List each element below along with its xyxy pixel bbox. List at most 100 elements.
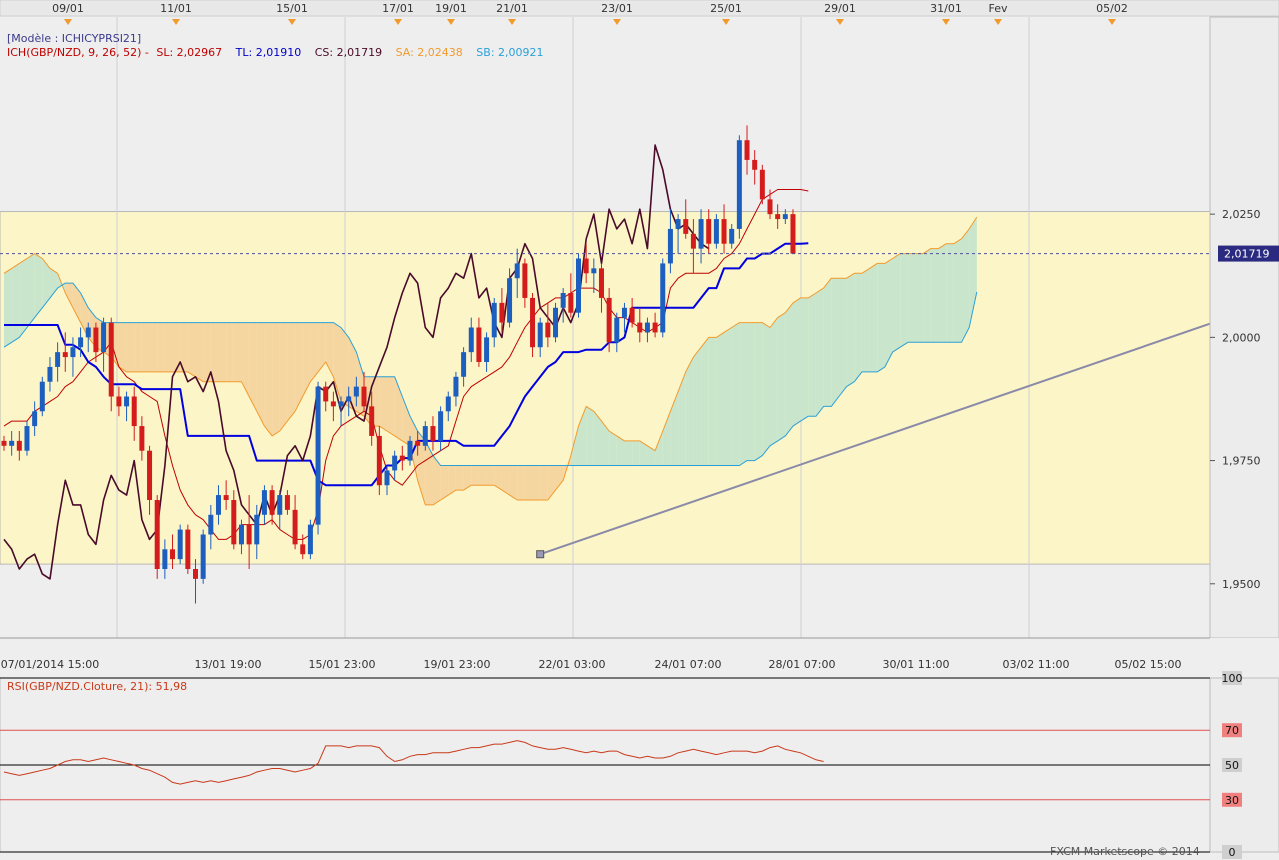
- candle-up: [553, 307, 559, 338]
- candle-down: [721, 219, 727, 244]
- candle-up: [484, 337, 490, 362]
- cloud-segment: [900, 253, 908, 348]
- event-marker: [288, 19, 296, 25]
- rsi-axis: [1209, 677, 1279, 853]
- cloud-segment: [494, 465, 502, 491]
- bottom-date-label: 19/01 23:00: [424, 658, 491, 671]
- candle-up: [576, 258, 581, 313]
- candle-down: [430, 426, 436, 441]
- cloud-segment: [26, 253, 35, 328]
- top-date-label: 21/01: [496, 2, 528, 15]
- cloud-segment: [19, 258, 27, 338]
- candle-down: [361, 386, 367, 407]
- bottom-date-label: 30/01 11:00: [883, 658, 950, 671]
- cloud-segment: [387, 376, 395, 436]
- tenkan-sen-line: [4, 242, 809, 487]
- cloud-segment: [861, 268, 870, 372]
- candle-down: [131, 396, 137, 427]
- candle-up: [675, 219, 681, 229]
- cloud-segment: [586, 406, 594, 466]
- cloud-segment: [946, 243, 954, 343]
- cloud-segment: [570, 426, 579, 466]
- candle-up: [124, 396, 130, 407]
- cloud-segment: [869, 263, 878, 372]
- candle-up: [507, 278, 513, 323]
- candle-up: [782, 214, 788, 220]
- cloud-segment: [662, 411, 671, 466]
- candle-up: [353, 386, 359, 397]
- cloud-segment: [432, 455, 441, 505]
- chikou-span-line: [3, 144, 710, 580]
- top-date-label: 19/01: [435, 2, 467, 15]
- candle-up: [698, 219, 704, 249]
- cloud-segment: [448, 465, 456, 496]
- cloud-segment: [701, 337, 709, 466]
- rsi-label: RSI(GBP/NZD.Cloture, 21): 51,98: [7, 680, 187, 693]
- cloud-segment: [800, 297, 809, 422]
- cloud-segment: [295, 322, 303, 412]
- top-date-label: 11/01: [160, 2, 192, 15]
- cloud-segment: [34, 253, 43, 318]
- cloud-segment: [524, 465, 533, 500]
- candle-up: [346, 396, 352, 402]
- candle-down: [369, 406, 375, 436]
- sb-value: SB: 2,00921: [476, 46, 543, 59]
- candle-up: [39, 381, 45, 412]
- cloud-segment: [724, 327, 732, 466]
- cloud-segment: [218, 322, 227, 382]
- candle-up: [736, 140, 742, 229]
- candle-down: [683, 219, 689, 234]
- candle-down: [606, 297, 612, 343]
- candle-down: [652, 322, 658, 333]
- rsi-line: [3, 740, 824, 785]
- candle-up: [468, 327, 474, 353]
- cloud-segment: [256, 322, 265, 427]
- candle-up: [238, 524, 244, 545]
- cloud-segment: [302, 322, 311, 397]
- candle-down: [62, 352, 68, 358]
- cloud-segment: [249, 322, 257, 412]
- cloud-segment: [647, 445, 656, 466]
- candle-down: [16, 440, 22, 451]
- top-date-label: 31/01: [930, 2, 962, 15]
- candle-down: [139, 426, 145, 451]
- cloud-segment: [517, 465, 525, 500]
- cloud-segment: [440, 465, 449, 500]
- cloud-segment: [233, 322, 242, 382]
- cloud-segment: [601, 421, 610, 466]
- cloud-segment: [892, 253, 901, 353]
- candle-down: [292, 509, 298, 545]
- candle-up: [384, 470, 390, 486]
- cloud-segment: [854, 273, 862, 382]
- candle-up: [208, 514, 214, 535]
- trendline: [539, 298, 1279, 556]
- candle-up: [392, 455, 398, 471]
- candle-down: [231, 500, 237, 545]
- cloud-segment: [915, 253, 924, 343]
- candle-down: [476, 327, 482, 362]
- senkou-span-a-line: [3, 216, 978, 506]
- candle-down: [522, 263, 528, 298]
- cloud-segment: [708, 337, 717, 466]
- candle-down: [568, 293, 574, 313]
- rsi-level-badge: [1222, 723, 1242, 738]
- cloud-segment: [823, 278, 832, 407]
- cloud-segment: [624, 440, 633, 466]
- candle-down: [790, 214, 796, 254]
- candle-up: [560, 293, 566, 308]
- top-date-label: 17/01: [382, 2, 414, 15]
- candle-up: [85, 327, 91, 338]
- candle-up: [644, 322, 650, 333]
- candle-up: [315, 386, 321, 525]
- cloud-segment: [593, 411, 602, 466]
- cloud-segment: [555, 465, 564, 491]
- current-price-box: [1218, 245, 1279, 262]
- candle-down: [499, 302, 505, 323]
- copyright: FXCM Marketscope © 2014: [1050, 845, 1200, 858]
- top-date-label: 29/01: [824, 2, 856, 15]
- cloud-segment: [287, 322, 296, 422]
- cloud-segment: [478, 465, 487, 486]
- cloud-segment: [318, 322, 326, 372]
- cloud-segment: [808, 293, 816, 417]
- candlestick-series[interactable]: [1, 125, 796, 604]
